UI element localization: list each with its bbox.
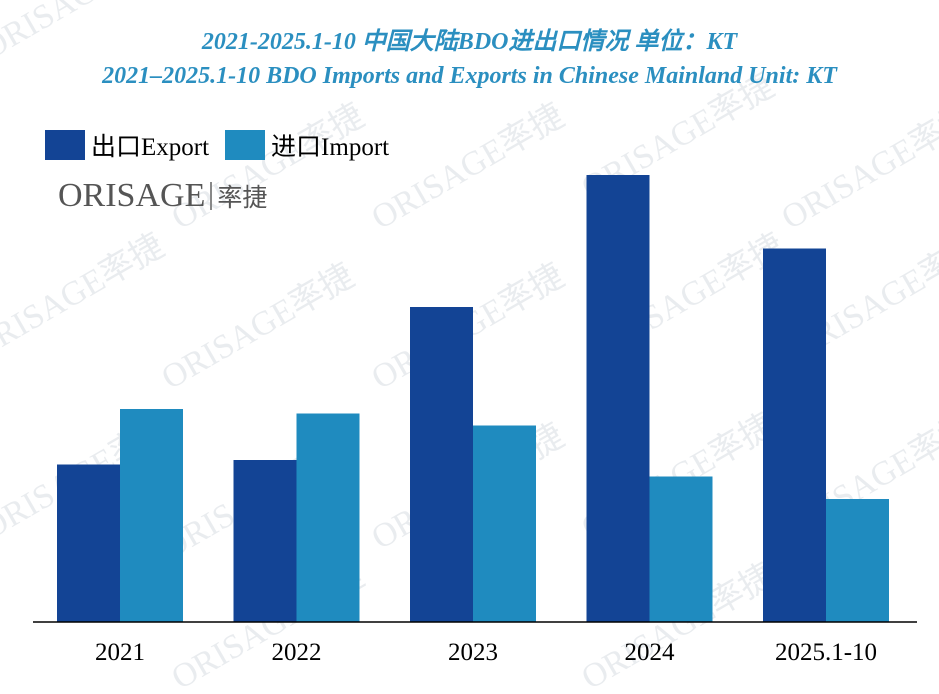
chart-title-english: 2021–2025.1-10 BDO Imports and Exports i… (102, 63, 837, 89)
legend-label-import: 进口Import (271, 134, 390, 161)
x-tick-label-2023: 2023 (448, 639, 498, 666)
bar-import-2022 (296, 413, 360, 622)
bar-import-2021 (120, 409, 183, 622)
x-tick-label-2021: 2021 (95, 639, 145, 666)
bar-export-2021 (57, 464, 120, 622)
x-tick-label-2024: 2024 (625, 639, 676, 666)
x-tick-labels: 2021 2022 2023 2024 2025.1-10 (95, 639, 877, 666)
legend-swatch-export (45, 130, 85, 160)
bar-export-2024 (586, 175, 650, 622)
legend-item-import: 进口Import (225, 127, 389, 163)
watermark-text: ORISAGE率捷 (365, 96, 570, 237)
x-tick-label-2022: 2022 (272, 639, 322, 666)
bar-import-2023 (473, 425, 536, 622)
watermark-text: ORISAGE率捷 (155, 256, 360, 397)
chart-title-chinese: 2021-2025.1-10 中国大陆BDO进出口情况 单位：KT (201, 29, 738, 55)
legend: 出口Export 进口Import (45, 128, 405, 162)
bar-export-2023 (410, 307, 473, 622)
orisage-logo: ORISAGE 率捷 (58, 176, 267, 216)
bar-import-2024 (649, 476, 713, 622)
x-tick-label-2025.1-10: 2025.1-10 (775, 639, 877, 666)
legend-swatch-import (225, 130, 266, 160)
bar-export-2022 (233, 460, 297, 622)
logo-divider (210, 182, 213, 210)
logo-text: ORISAGE (58, 177, 206, 214)
bar-import-2025.1-10 (826, 499, 889, 622)
bar-export-2025.1-10 (763, 248, 826, 622)
watermark-text: ORISAGE率捷 (0, 226, 170, 367)
watermark-text: ORISAGE率捷 (775, 96, 939, 237)
logo-chinese-text: 率捷 (217, 183, 268, 212)
legend-item-export: 出口Export (45, 127, 209, 163)
legend-label-export: 出口Export (91, 134, 210, 161)
bars-group (57, 175, 889, 622)
